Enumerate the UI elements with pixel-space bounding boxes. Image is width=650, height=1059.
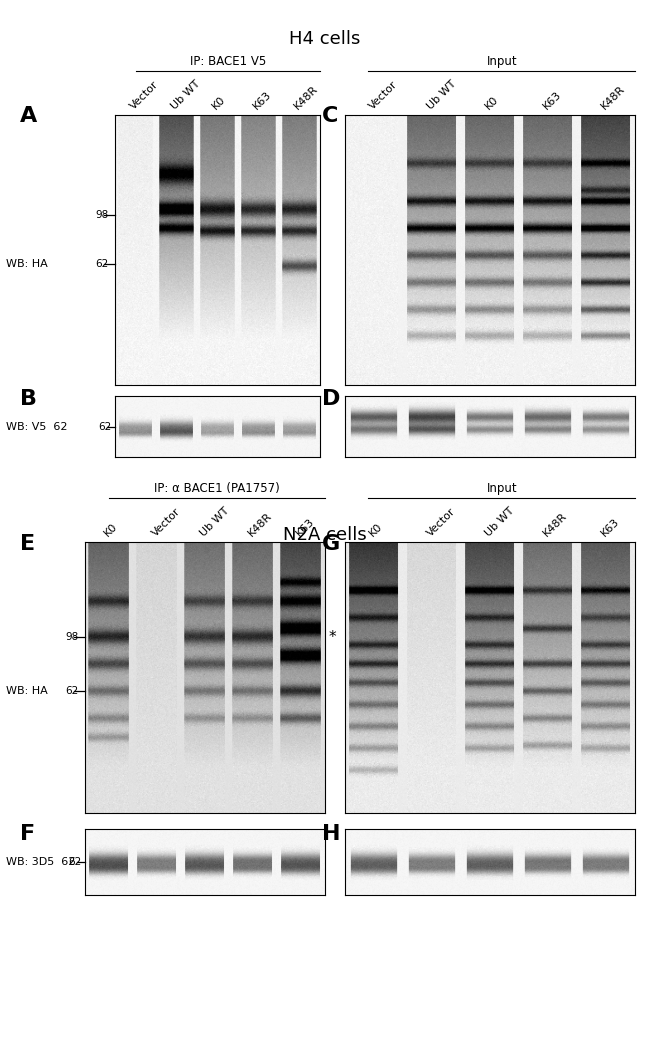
- Text: K48R: K48R: [541, 510, 569, 538]
- Text: Vector: Vector: [367, 79, 399, 111]
- Text: IP: α BACE1 (PA1757): IP: α BACE1 (PA1757): [154, 482, 280, 495]
- Text: WB: V5  62: WB: V5 62: [6, 421, 68, 432]
- Text: Ub WT: Ub WT: [483, 505, 516, 538]
- Text: K63: K63: [599, 516, 621, 538]
- Text: K0: K0: [211, 94, 227, 111]
- Text: *: *: [328, 630, 336, 645]
- Text: Ub WT: Ub WT: [425, 78, 458, 111]
- Text: WB: HA: WB: HA: [6, 259, 48, 269]
- Text: A: A: [20, 106, 37, 126]
- Text: 98: 98: [96, 211, 109, 220]
- Text: Ub WT: Ub WT: [170, 78, 202, 111]
- Text: WB: 3D5  62: WB: 3D5 62: [6, 857, 76, 867]
- Text: H4 cells: H4 cells: [289, 30, 361, 48]
- Text: 62: 62: [99, 421, 112, 432]
- Text: K48R: K48R: [246, 510, 274, 538]
- Text: Ub WT: Ub WT: [198, 505, 231, 538]
- Text: G: G: [322, 534, 340, 554]
- Text: C: C: [322, 106, 338, 126]
- Text: Vector: Vector: [129, 79, 161, 111]
- Text: E: E: [20, 534, 34, 554]
- Text: K63: K63: [541, 89, 563, 111]
- Text: 62: 62: [96, 259, 109, 269]
- Text: K0: K0: [483, 94, 500, 111]
- Text: 98: 98: [66, 632, 79, 642]
- Text: F: F: [20, 824, 34, 844]
- Text: WB: HA: WB: HA: [6, 686, 48, 697]
- Text: K0: K0: [102, 521, 119, 538]
- Text: 62: 62: [66, 686, 79, 697]
- Text: IP: BACE1 V5: IP: BACE1 V5: [190, 55, 266, 68]
- Text: K63: K63: [294, 516, 316, 538]
- Text: K48R: K48R: [292, 84, 320, 111]
- Text: Input: Input: [486, 55, 517, 68]
- Text: H: H: [322, 824, 340, 844]
- Text: Vector: Vector: [425, 506, 457, 538]
- Text: Input: Input: [486, 482, 517, 495]
- Text: 62: 62: [69, 857, 82, 867]
- Text: K63: K63: [252, 89, 274, 111]
- Text: Vector: Vector: [150, 506, 182, 538]
- Text: K48R: K48R: [599, 84, 627, 111]
- Text: K0: K0: [367, 521, 384, 538]
- Text: N2A cells: N2A cells: [283, 526, 367, 544]
- Text: B: B: [20, 389, 36, 409]
- Text: D: D: [322, 389, 340, 409]
